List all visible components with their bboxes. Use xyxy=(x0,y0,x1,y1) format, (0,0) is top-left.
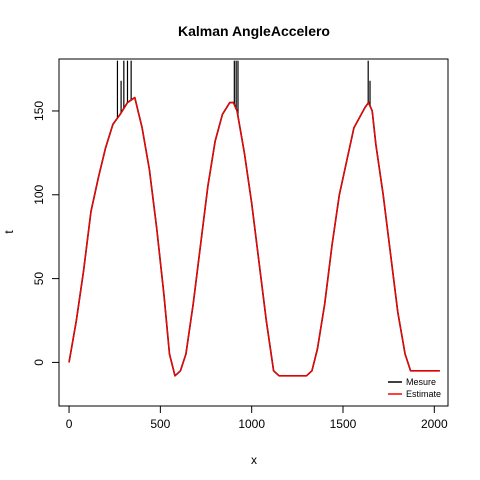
legend-label: Estimate xyxy=(406,389,441,399)
series-line-estimate xyxy=(68,96,440,377)
x-axis-label: x xyxy=(251,453,257,467)
x-tick-label: 500 xyxy=(150,417,170,431)
measurement-spikes xyxy=(116,60,371,119)
x-tick-label: 1500 xyxy=(330,417,357,431)
y-tick-label: 100 xyxy=(32,184,46,204)
x-tick-label: 2000 xyxy=(421,417,448,431)
series-layer xyxy=(68,96,440,377)
x-tick-label: 0 xyxy=(66,417,73,431)
y-tick-label: 150 xyxy=(32,101,46,121)
x-axis: 0 500 1000 1500 2000 xyxy=(66,405,448,431)
y-tick-label: 0 xyxy=(32,359,46,366)
chart-title: Kalman AngleAccelero xyxy=(178,23,330,39)
legend: Mesure Estimate xyxy=(388,377,441,399)
legend-label: Mesure xyxy=(406,377,436,387)
series-line-mesure xyxy=(68,96,440,377)
y-tick-label: 50 xyxy=(32,272,46,286)
x-tick-label: 1000 xyxy=(238,417,265,431)
y-axis-label: t xyxy=(2,230,16,234)
y-axis: 0 50 100 150 xyxy=(32,101,60,366)
